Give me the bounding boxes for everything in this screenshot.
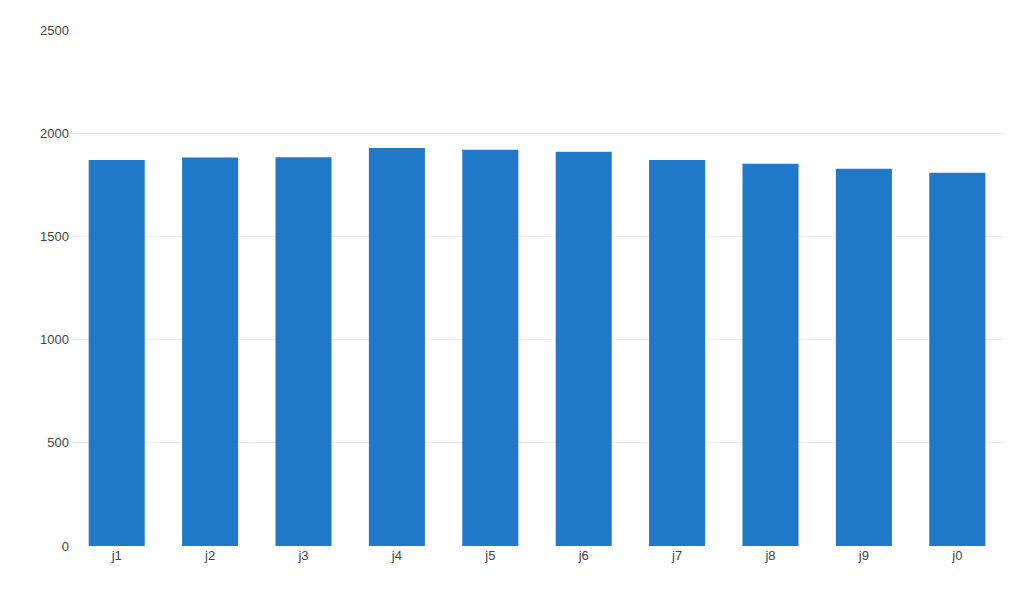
svg-text:j0: j0 xyxy=(951,548,962,563)
svg-text:0: 0 xyxy=(62,539,69,554)
svg-text:j4: j4 xyxy=(391,548,402,563)
svg-text:500: 500 xyxy=(47,435,69,450)
svg-text:2500: 2500 xyxy=(40,23,69,38)
svg-text:j7: j7 xyxy=(671,548,682,563)
svg-text:1500: 1500 xyxy=(40,229,69,244)
svg-text:2000: 2000 xyxy=(40,126,69,141)
svg-text:j5: j5 xyxy=(484,548,495,563)
svg-text:j9: j9 xyxy=(858,548,869,563)
svg-text:1000: 1000 xyxy=(40,332,69,347)
svg-text:j3: j3 xyxy=(297,548,308,563)
svg-text:j2: j2 xyxy=(204,548,215,563)
svg-text:j1: j1 xyxy=(111,548,122,563)
svg-text:j8: j8 xyxy=(764,548,775,563)
svg-text:j6: j6 xyxy=(578,548,589,563)
